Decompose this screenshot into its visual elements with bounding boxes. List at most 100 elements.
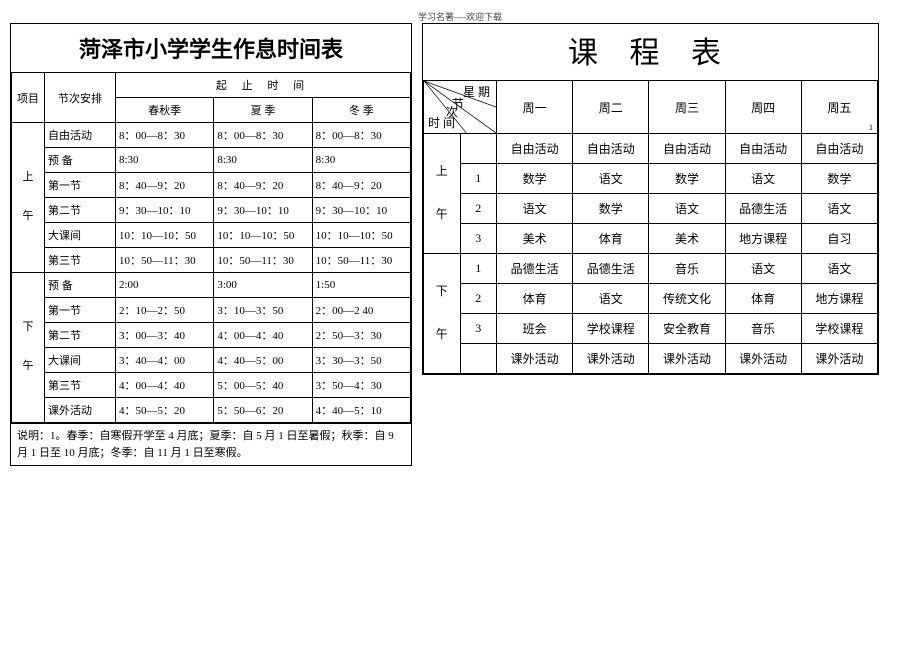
schedule-title: 菏泽市小学学生作息时间表: [11, 24, 411, 72]
period-name: 自由活动: [45, 123, 116, 148]
col-spring: 春秋季: [116, 98, 214, 123]
table-row: 课外活动 4：50—5：20 5：50—6：20 4：40—5：10: [12, 398, 411, 423]
subject-cell: 自习: [801, 224, 877, 254]
diagonal-header: 星 期 节 时 间 次: [424, 81, 497, 134]
period-num: 2: [460, 284, 497, 314]
subject-cell: 自由活动: [649, 134, 725, 164]
subject-cell: 地方课程: [801, 284, 877, 314]
subject-cell: 品德生活: [725, 194, 801, 224]
subject-cell: 品德生活: [573, 254, 649, 284]
time-cell: 3：40—4：00: [116, 348, 214, 373]
table-row: 大课间 3：40—4：00 4：40—5：00 3：30—3：50: [12, 348, 411, 373]
period-name: 第二节: [45, 323, 116, 348]
subject-cell: 学校课程: [801, 314, 877, 344]
subject-cell: 自由活动: [801, 134, 877, 164]
period-num: 2: [460, 194, 497, 224]
subject-cell: 传统文化: [649, 284, 725, 314]
subject-cell: 课外活动: [725, 344, 801, 374]
am-label: 上午: [12, 123, 45, 273]
time-cell: 3：30—3：50: [312, 348, 410, 373]
table-row: 3 班会 学校课程 安全教育 音乐 学校课程: [424, 314, 878, 344]
time-cell: 3:00: [214, 273, 312, 298]
time-cell: 3：00—3：40: [116, 323, 214, 348]
time-cell: 4：00—4：40: [116, 373, 214, 398]
subject-cell: 体育: [497, 284, 573, 314]
table-row: 下午 预 备 2:00 3:00 1:50: [12, 273, 411, 298]
curriculum-table: 星 期 节 时 间 次 周一 周二 周三 周四 周五 1 上午: [423, 80, 878, 374]
time-cell: 10：10—10：50: [116, 223, 214, 248]
schedule-note: 说明：1。春季：自寒假开学至 4 月底；夏季：自 5 月 1 日至暑假；秋季：自…: [11, 423, 411, 465]
day-header: 周五 1: [801, 81, 877, 134]
subject-cell: 语文: [649, 194, 725, 224]
time-cell: 8：00—8：30: [214, 123, 312, 148]
table-row: 课外活动 课外活动 课外活动 课外活动 课外活动: [424, 344, 878, 374]
subject-cell: 美术: [649, 224, 725, 254]
col-summer: 夏 季: [214, 98, 312, 123]
subject-cell: 课外活动: [649, 344, 725, 374]
time-cell: 2：10—2：50: [116, 298, 214, 323]
subject-cell: 语文: [801, 254, 877, 284]
time-cell: 8：40—9：20: [312, 173, 410, 198]
period-num: [460, 344, 497, 374]
period-num: 3: [460, 224, 497, 254]
day-header: 周三: [649, 81, 725, 134]
subject-cell: 语文: [573, 164, 649, 194]
table-row: 2 体育 语文 传统文化 体育 地方课程: [424, 284, 878, 314]
time-cell: 8：00—8：30: [312, 123, 410, 148]
period-name: 第三节: [45, 373, 116, 398]
table-row: 预 备 8:30 8:30 8:30: [12, 148, 411, 173]
curriculum-title: 课 程 表: [423, 24, 878, 80]
table-row: 上午 自由活动 自由活动 自由活动 自由活动 自由活动: [424, 134, 878, 164]
subject-cell: 体育: [725, 284, 801, 314]
subject-cell: 音乐: [649, 254, 725, 284]
period-name: 大课间: [45, 223, 116, 248]
time-cell: 10：10—10：50: [312, 223, 410, 248]
pm-label: 下午: [12, 273, 45, 423]
time-cell: 5：50—6：20: [214, 398, 312, 423]
subject-cell: 美术: [497, 224, 573, 254]
table-row: 大课间 10：10—10：50 10：10—10：50 10：10—10：50: [12, 223, 411, 248]
curriculum-panel: 课 程 表 星 期 节 时 间 次 周一 周二 周三 周四: [422, 23, 879, 375]
diag-label: 星 期: [463, 83, 490, 100]
period-name: 第一节: [45, 298, 116, 323]
subject-cell: 自由活动: [573, 134, 649, 164]
table-row: 第三节 10：50—11：30 10：50—11：30 10：50—11：30: [12, 248, 411, 273]
time-cell: 4：50—5：20: [116, 398, 214, 423]
pm-label: 下午: [424, 254, 461, 374]
col-project: 项目: [12, 73, 45, 123]
time-cell: 8：00—8：30: [116, 123, 214, 148]
day-header: 周二: [573, 81, 649, 134]
table-row: 第三节 4：00—4：40 5：00—5：40 3：50—4：30: [12, 373, 411, 398]
subject-cell: 数学: [649, 164, 725, 194]
subject-cell: 安全教育: [649, 314, 725, 344]
subject-cell: 自由活动: [725, 134, 801, 164]
subject-cell: 数学: [801, 164, 877, 194]
period-name: 预 备: [45, 148, 116, 173]
time-cell: 4：40—5：00: [214, 348, 312, 373]
schedule-table: 项目 节次安排 起 止 时 间 春秋季 夏 季 冬 季 上午 自由活动 8：00…: [11, 72, 411, 423]
table-row: 2 语文 数学 语文 品德生活 语文: [424, 194, 878, 224]
diag-label: 次: [446, 103, 458, 120]
subject-cell: 语文: [497, 194, 573, 224]
period-num: 1: [460, 254, 497, 284]
table-row: 1 数学 语文 数学 语文 数学: [424, 164, 878, 194]
page-container: 菏泽市小学学生作息时间表 项目 节次安排 起 止 时 间 春秋季 夏 季 冬 季…: [10, 23, 910, 466]
period-name: 大课间: [45, 348, 116, 373]
time-cell: 8:30: [312, 148, 410, 173]
time-cell: 2：50—3：30: [312, 323, 410, 348]
time-cell: 2：00—2 40: [312, 298, 410, 323]
period-num: 1: [460, 164, 497, 194]
table-row: 上午 自由活动 8：00—8：30 8：00—8：30 8：00—8：30: [12, 123, 411, 148]
subject-cell: 自由活动: [497, 134, 573, 164]
time-cell: 9：30—10：10: [312, 198, 410, 223]
period-name: 第二节: [45, 198, 116, 223]
subject-cell: 语文: [725, 254, 801, 284]
subject-cell: 语文: [725, 164, 801, 194]
period-name: 课外活动: [45, 398, 116, 423]
period-name: 第一节: [45, 173, 116, 198]
col-winter: 冬 季: [312, 98, 410, 123]
time-cell: 10：50—11：30: [116, 248, 214, 273]
table-row: 第二节 3：00—3：40 4：00—4：40 2：50—3：30: [12, 323, 411, 348]
time-cell: 10：10—10：50: [214, 223, 312, 248]
time-cell: 3：50—4：30: [312, 373, 410, 398]
